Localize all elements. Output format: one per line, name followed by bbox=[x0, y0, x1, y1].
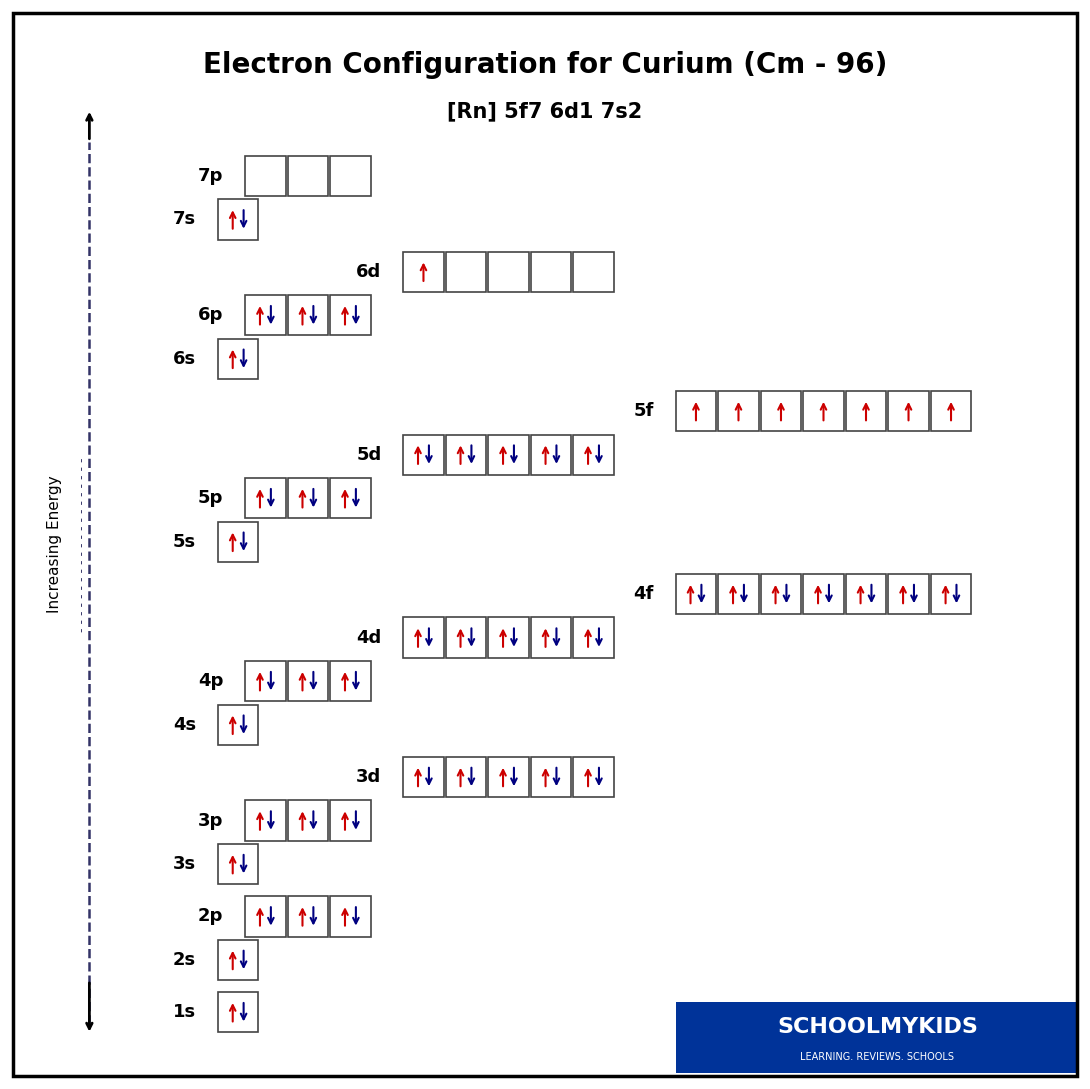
FancyBboxPatch shape bbox=[573, 252, 614, 292]
FancyBboxPatch shape bbox=[218, 522, 258, 562]
FancyBboxPatch shape bbox=[931, 391, 971, 431]
FancyBboxPatch shape bbox=[531, 617, 571, 658]
FancyBboxPatch shape bbox=[846, 574, 886, 614]
Text: 7p: 7p bbox=[198, 167, 223, 185]
FancyBboxPatch shape bbox=[288, 478, 328, 518]
Text: 3s: 3s bbox=[173, 855, 196, 873]
FancyBboxPatch shape bbox=[676, 1002, 1079, 1073]
FancyBboxPatch shape bbox=[573, 757, 614, 797]
Text: LEARNING. REVIEWS. SCHOOLS: LEARNING. REVIEWS. SCHOOLS bbox=[800, 1052, 955, 1062]
Text: 5f: 5f bbox=[633, 402, 654, 420]
FancyBboxPatch shape bbox=[888, 391, 929, 431]
FancyBboxPatch shape bbox=[573, 617, 614, 658]
Text: 5p: 5p bbox=[198, 489, 223, 507]
Text: 3p: 3p bbox=[198, 811, 223, 830]
FancyBboxPatch shape bbox=[330, 156, 371, 196]
FancyBboxPatch shape bbox=[531, 252, 571, 292]
Text: 2p: 2p bbox=[198, 907, 223, 926]
FancyBboxPatch shape bbox=[488, 757, 529, 797]
Text: 4f: 4f bbox=[633, 585, 654, 603]
FancyBboxPatch shape bbox=[218, 992, 258, 1032]
Text: Electron Configuration for Curium (Cm - 96): Electron Configuration for Curium (Cm - … bbox=[203, 51, 887, 79]
FancyBboxPatch shape bbox=[245, 896, 286, 937]
FancyBboxPatch shape bbox=[245, 478, 286, 518]
FancyBboxPatch shape bbox=[676, 391, 716, 431]
Text: 6s: 6s bbox=[173, 350, 196, 368]
FancyBboxPatch shape bbox=[218, 844, 258, 884]
FancyBboxPatch shape bbox=[288, 896, 328, 937]
FancyBboxPatch shape bbox=[330, 896, 371, 937]
Text: [Rn] 5f7 6d1 7s2: [Rn] 5f7 6d1 7s2 bbox=[447, 101, 643, 121]
FancyBboxPatch shape bbox=[531, 435, 571, 475]
FancyBboxPatch shape bbox=[330, 295, 371, 335]
FancyBboxPatch shape bbox=[218, 339, 258, 379]
Text: 4p: 4p bbox=[198, 672, 223, 690]
Text: 5s: 5s bbox=[173, 533, 196, 551]
Text: 6p: 6p bbox=[198, 306, 223, 325]
FancyBboxPatch shape bbox=[488, 252, 529, 292]
FancyBboxPatch shape bbox=[403, 617, 444, 658]
Text: 4s: 4s bbox=[173, 715, 196, 734]
FancyBboxPatch shape bbox=[330, 800, 371, 841]
FancyBboxPatch shape bbox=[245, 661, 286, 701]
FancyBboxPatch shape bbox=[446, 252, 486, 292]
Text: Increasing Energy: Increasing Energy bbox=[47, 476, 62, 613]
FancyBboxPatch shape bbox=[718, 574, 759, 614]
FancyBboxPatch shape bbox=[676, 574, 716, 614]
FancyBboxPatch shape bbox=[488, 435, 529, 475]
Text: 4d: 4d bbox=[356, 628, 381, 647]
FancyBboxPatch shape bbox=[218, 199, 258, 240]
FancyBboxPatch shape bbox=[218, 705, 258, 745]
FancyBboxPatch shape bbox=[245, 156, 286, 196]
Text: 3d: 3d bbox=[356, 768, 381, 786]
FancyBboxPatch shape bbox=[330, 661, 371, 701]
FancyBboxPatch shape bbox=[846, 391, 886, 431]
FancyBboxPatch shape bbox=[761, 574, 801, 614]
FancyBboxPatch shape bbox=[446, 435, 486, 475]
FancyBboxPatch shape bbox=[403, 435, 444, 475]
Text: - - - - - - - - - - - - - - - - - - - - -: - - - - - - - - - - - - - - - - - - - - … bbox=[76, 457, 89, 632]
FancyBboxPatch shape bbox=[718, 391, 759, 431]
FancyBboxPatch shape bbox=[245, 800, 286, 841]
FancyBboxPatch shape bbox=[403, 252, 444, 292]
FancyBboxPatch shape bbox=[288, 661, 328, 701]
FancyBboxPatch shape bbox=[531, 757, 571, 797]
FancyBboxPatch shape bbox=[446, 757, 486, 797]
Text: 1s: 1s bbox=[173, 1003, 196, 1021]
Text: 6d: 6d bbox=[356, 262, 381, 281]
FancyBboxPatch shape bbox=[403, 757, 444, 797]
FancyBboxPatch shape bbox=[245, 295, 286, 335]
Text: 5d: 5d bbox=[356, 445, 381, 464]
FancyBboxPatch shape bbox=[288, 156, 328, 196]
FancyBboxPatch shape bbox=[446, 617, 486, 658]
FancyBboxPatch shape bbox=[803, 574, 844, 614]
Text: SCHOOLMYKIDS: SCHOOLMYKIDS bbox=[777, 1017, 978, 1037]
Text: 7s: 7s bbox=[173, 210, 196, 229]
FancyBboxPatch shape bbox=[488, 617, 529, 658]
FancyBboxPatch shape bbox=[931, 574, 971, 614]
FancyBboxPatch shape bbox=[803, 391, 844, 431]
FancyBboxPatch shape bbox=[288, 295, 328, 335]
FancyBboxPatch shape bbox=[330, 478, 371, 518]
FancyBboxPatch shape bbox=[288, 800, 328, 841]
FancyBboxPatch shape bbox=[761, 391, 801, 431]
FancyBboxPatch shape bbox=[218, 940, 258, 980]
FancyBboxPatch shape bbox=[573, 435, 614, 475]
FancyBboxPatch shape bbox=[888, 574, 929, 614]
Text: 2s: 2s bbox=[173, 951, 196, 969]
